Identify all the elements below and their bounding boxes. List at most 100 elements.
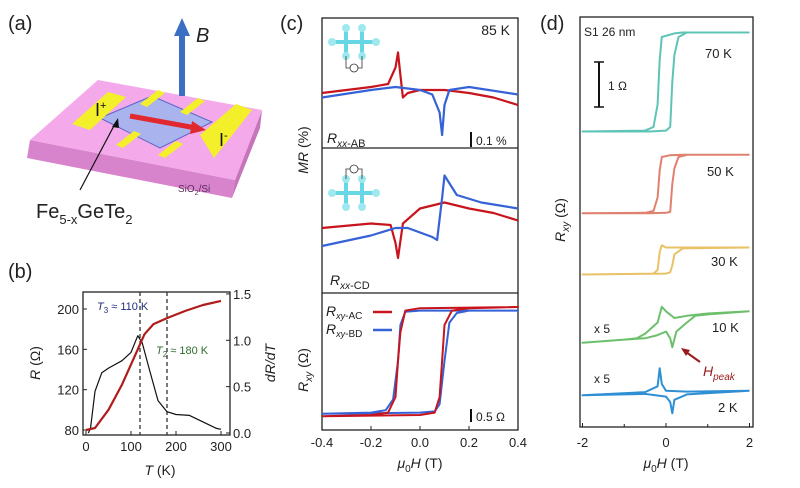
- electrode-plus: [72, 92, 126, 130]
- panel-c-xtick-label: 0.0: [411, 435, 429, 450]
- panel-d-series-2K: [581, 367, 750, 415]
- substrate-side: [27, 140, 235, 198]
- panel-d-chart: μ0H (T) Rxy (Ω) S1 26 nm 1 Ω x 5 x 5 Hpe…: [552, 16, 754, 475]
- panel-b-xtick-label: 200: [165, 439, 187, 454]
- inset-pad: [358, 203, 366, 211]
- panel-b-frame: [82, 291, 231, 436]
- scale-bar-1ohm-label: 1 Ω: [608, 79, 627, 93]
- panel-d-series-50K: [581, 153, 750, 215]
- multiplier-label-2k: x 5: [594, 372, 610, 386]
- panel-d-temperature-label: 2 K: [718, 400, 738, 415]
- panel-c-ylabel-rxy: Rxy (Ω): [295, 348, 315, 392]
- panel-b-xlabel: T (K): [144, 462, 175, 478]
- panel-c-rxy-series-red: [321, 306, 519, 418]
- inset-contact-diagram-cd: [328, 164, 380, 211]
- panel-b-annotation: T2 ≈ 180 K: [156, 345, 209, 359]
- panel-label-d: (d): [540, 13, 564, 35]
- electrode: [158, 141, 183, 158]
- electrode: [180, 98, 205, 115]
- panel-c-xlabel: μ0H (T): [396, 455, 442, 475]
- scale-bar-mr-label: 0.1 %: [476, 134, 507, 148]
- scale-bar-rxy-label: 0.5 Ω: [476, 410, 505, 424]
- panel-b-ytick-left-label: 200: [57, 302, 79, 317]
- panel-b-ytick-right-label: 0.0: [233, 426, 251, 441]
- legend-rxy-bd: Rxy-BD: [326, 321, 362, 340]
- legend: Rxy-AC Rxy-BD: [326, 303, 392, 340]
- panel-c-xtick-label: -0.2: [360, 435, 382, 450]
- field-label: B: [196, 25, 209, 47]
- current-minus-label: I-: [219, 130, 228, 150]
- material-label: Fe5-xGeTe2: [36, 201, 132, 227]
- panel-label-a: (a): [8, 13, 32, 35]
- panel-d-xlabel: μ0H (T): [642, 455, 688, 475]
- panel-b-ytick-right-label: 1.5: [233, 287, 251, 302]
- panel-c-chart: μ0H (T) MR (%) Rxy (Ω) 85 K Rxx-AB Rxx-C…: [295, 17, 527, 475]
- rxx-ab-label: Rxx-AB: [327, 130, 365, 150]
- panel-c-rxy-series-blue: [321, 309, 519, 415]
- panel-c-mr-series-blue: [321, 174, 519, 248]
- panel-b-ytick-left-label: 120: [57, 383, 79, 398]
- panel-c-mr-series-red: [321, 201, 519, 260]
- inset-contact-diagram-ab: [328, 24, 380, 73]
- panel-d-ylabel: Rxy (Ω): [552, 198, 572, 242]
- panel-d-xtick-label: -2: [577, 435, 589, 450]
- inset-pad: [328, 38, 336, 46]
- current-plus-label: I+: [95, 100, 106, 120]
- panel-d-temperature-label: 50 K: [707, 164, 734, 179]
- panel-b-series-dRdT: [87, 335, 222, 434]
- panel-c-xtick-label: 0.2: [460, 435, 478, 450]
- voltmeter-icon: [349, 164, 359, 174]
- panel-label-b: (b): [8, 261, 32, 283]
- inset-pad: [328, 189, 336, 197]
- panel-label-c: (c): [280, 13, 303, 35]
- panel-d-xtick-label: 2: [746, 435, 753, 450]
- temperature-label: 85 K: [481, 22, 510, 38]
- panel-d-series-30K: [581, 244, 750, 276]
- panel-c-mr-series-blue: [321, 85, 519, 137]
- panel-c-mr-series-red: [321, 51, 519, 107]
- panel-b-ytick-right-label: 0.5: [233, 380, 251, 395]
- substrate-edge: [232, 110, 262, 198]
- inset-pad: [342, 203, 350, 211]
- electrode: [116, 131, 141, 148]
- panel-d-temperature-label: 10 K: [712, 320, 739, 335]
- panel-c-frame: [321, 17, 519, 431]
- substrate-label: SiO2/Si: [178, 184, 210, 197]
- panel-b-xtick-label: 300: [210, 439, 232, 454]
- voltmeter-icon: [349, 63, 359, 73]
- inset-pad: [372, 189, 380, 197]
- electrode: [140, 90, 165, 107]
- sample-label: S1 26 nm: [584, 25, 635, 39]
- inset-pad: [342, 24, 350, 32]
- electrode-minus: [200, 104, 252, 158]
- panel-b-annotation: T3 ≈ 110 K: [97, 301, 149, 315]
- panel-b-xtick-label: 100: [120, 439, 142, 454]
- panel-c-xtick-label: -0.4: [311, 435, 333, 450]
- device-schematic: B I+ I- SiO2/Si Fe5-xGeTe2: [27, 18, 262, 227]
- panel-b-ytick-left-label: 80: [65, 423, 79, 438]
- panel-d-temperature-label: 70 K: [705, 46, 732, 61]
- panel-d-temperature-label: 30 K: [711, 254, 738, 269]
- panel-b-series-R: [85, 299, 222, 432]
- hpeak-arrow-icon: [685, 351, 701, 363]
- panel-b-ylabel-right: dR/dT: [262, 342, 278, 382]
- panel-d-xtick-label: 0: [662, 435, 669, 450]
- multiplier-label-10k: x 5: [594, 322, 610, 336]
- hpeak-label: Hpeak: [703, 363, 736, 383]
- inset-pad: [372, 38, 380, 46]
- panel-b-ytick-right-label: 1.0: [233, 333, 251, 348]
- legend-rxy-ac: Rxy-AC: [326, 303, 362, 322]
- panel-d-series-70K: [581, 31, 750, 133]
- panel-b-ylabel-left: R (Ω): [27, 346, 43, 380]
- panel-b-xtick-label: 0: [82, 439, 89, 454]
- pointer-arrow-icon: [79, 121, 117, 191]
- inset-pad: [358, 24, 366, 32]
- panel-b-ytick-left-label: 160: [57, 342, 79, 357]
- panel-b-chart: T (K) R (Ω) dR/dT 0 100 200 300 80 120 160 200 0…: [27, 287, 278, 478]
- panel-d-series-10K: [581, 305, 750, 349]
- panel-d-frame: [579, 16, 754, 428]
- panel-c-xtick-label: 0.4: [509, 435, 527, 450]
- panel-c-ylabel-mr: MR (%): [295, 126, 311, 173]
- current-arrow-icon: [129, 113, 197, 131]
